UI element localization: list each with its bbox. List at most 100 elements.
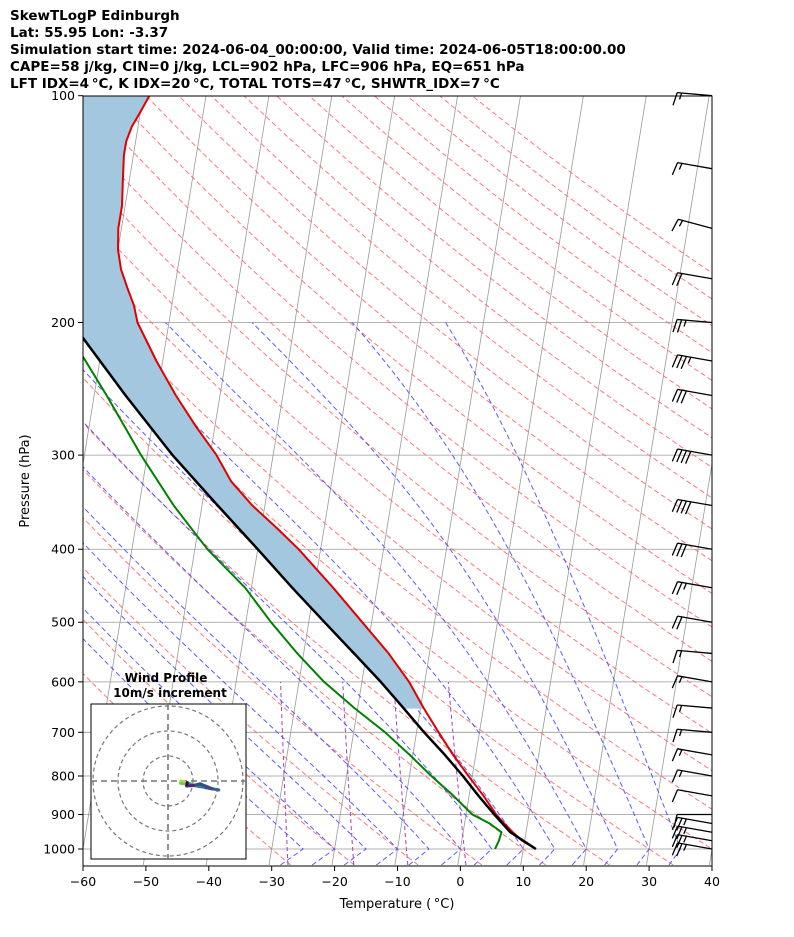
- barb-feather: [671, 162, 679, 176]
- dry-adiabat: [145, 96, 712, 562]
- y-tick-label: 600: [51, 674, 75, 689]
- wind-barb: [672, 728, 713, 743]
- wind-barb: [673, 813, 712, 828]
- barb-half-feather: [683, 827, 687, 835]
- barb-feather: [671, 448, 679, 462]
- barb-shaft: [677, 542, 713, 550]
- wind-barb: [672, 649, 713, 664]
- barb-half-feather: [678, 705, 683, 712]
- dry-adiabat: [83, 567, 419, 866]
- header-station: SkewTLogP Edinburgh: [10, 8, 180, 24]
- y-tick-label: 100: [51, 88, 75, 103]
- barb-feather: [671, 842, 679, 856]
- barb-feather: [671, 218, 679, 232]
- x-tick-label: −30: [259, 874, 285, 889]
- y-tick-label: 900: [51, 807, 75, 822]
- wind-barb: [671, 769, 713, 783]
- dry-adiabat: [276, 96, 712, 439]
- dry-adiabat: [83, 250, 712, 772]
- barb-shaft: [677, 704, 713, 709]
- barb-feather: [671, 748, 679, 762]
- wind-barb: [671, 218, 713, 232]
- barb-shaft: [677, 649, 713, 655]
- isotherm: [331, 96, 458, 866]
- barb-feather: [672, 650, 678, 664]
- dry-adiabat: [341, 96, 712, 382]
- barb-shaft: [677, 161, 713, 170]
- barb-feather: [671, 581, 679, 595]
- barb-feather: [676, 582, 683, 596]
- barb-feather: [676, 826, 683, 840]
- mixing-ratio-line: [280, 681, 289, 866]
- barb-feather: [676, 449, 683, 463]
- y-tick-label: 400: [51, 542, 75, 557]
- barb-feather: [680, 356, 687, 370]
- barb-feather: [676, 319, 683, 333]
- y-tick-label: 800: [51, 768, 75, 783]
- x-tick-label: −60: [70, 874, 96, 889]
- wind-barb: [671, 542, 713, 558]
- dry-adiabat: [83, 291, 712, 810]
- header-location: Lat: 55.95 Lon: -3.37: [10, 25, 169, 41]
- barb-half-feather: [678, 650, 683, 658]
- x-tick-label: −20: [321, 874, 347, 889]
- barb-feather: [676, 835, 683, 848]
- dry-adiabat: [83, 468, 546, 866]
- wind-barb: [671, 825, 713, 840]
- barb-feather: [671, 354, 679, 368]
- barb-feather: [671, 272, 679, 286]
- moist-adiabat: [445, 322, 682, 866]
- barb-half-feather: [678, 749, 683, 756]
- barb-feather: [685, 451, 692, 464]
- isotherm: [0, 96, 17, 865]
- wind-barb: [671, 833, 713, 848]
- barb-half-feather: [678, 163, 683, 170]
- wind-barb: [672, 318, 713, 333]
- barb-feather: [685, 501, 692, 515]
- isotherm: [708, 846, 712, 866]
- y-tick-label: 200: [51, 315, 75, 330]
- parcel-path-line: [83, 335, 537, 851]
- barb-half-feather: [678, 729, 683, 737]
- y-tick-label: 300: [51, 448, 75, 463]
- x-tick-label: 10: [515, 874, 531, 889]
- barb-shaft: [677, 448, 713, 456]
- barb-half-feather: [678, 676, 683, 683]
- barb-feather: [671, 825, 679, 839]
- dry-adiabat: [243, 96, 712, 469]
- wind-barb: [671, 354, 713, 370]
- barb-half-feather: [683, 844, 687, 851]
- wind-barb: [672, 92, 713, 106]
- dry-adiabat: [83, 618, 355, 866]
- isotherm: [520, 96, 647, 866]
- hodograph-ring: [117, 730, 219, 832]
- barb-feather: [671, 615, 679, 629]
- dry-adiabat: [83, 517, 483, 866]
- barb-feather: [671, 675, 679, 689]
- barb-half-feather: [678, 770, 683, 778]
- barb-feather: [671, 769, 679, 783]
- hodograph-title: Wind Profile: [125, 671, 208, 685]
- wind-barb: [671, 675, 713, 689]
- wind-barb: [671, 789, 713, 803]
- chart-header: SkewTLogP Edinburgh Lat: 55.95 Lon: -3.3…: [10, 8, 626, 93]
- moist-adiabat: [83, 466, 462, 866]
- isotherm: [0, 96, 80, 865]
- barb-shaft: [677, 789, 713, 797]
- barb-half-feather: [683, 835, 687, 843]
- mixing-ratio-line: [342, 681, 355, 866]
- barb-feather: [672, 92, 678, 106]
- mixing-ratio-line: [447, 681, 467, 866]
- barb-shaft: [677, 675, 713, 683]
- dry-adiabat: [439, 96, 712, 300]
- header-indices-1: CAPE=58 j/kg, CIN=0 j/kg, LCL=902 hPa, L…: [10, 59, 525, 75]
- mixing-ratio-line: [393, 681, 409, 866]
- wind-barb: [671, 272, 713, 287]
- moist-adiabat: [165, 322, 587, 866]
- x-tick-label: 30: [641, 874, 657, 889]
- barb-feather: [676, 817, 683, 831]
- x-axis-title: Temperature ( °C): [339, 897, 455, 912]
- hodograph-subtitle: 10m/s increment: [113, 686, 227, 700]
- barb-shaft: [677, 748, 713, 756]
- barb-shaft: [677, 318, 713, 324]
